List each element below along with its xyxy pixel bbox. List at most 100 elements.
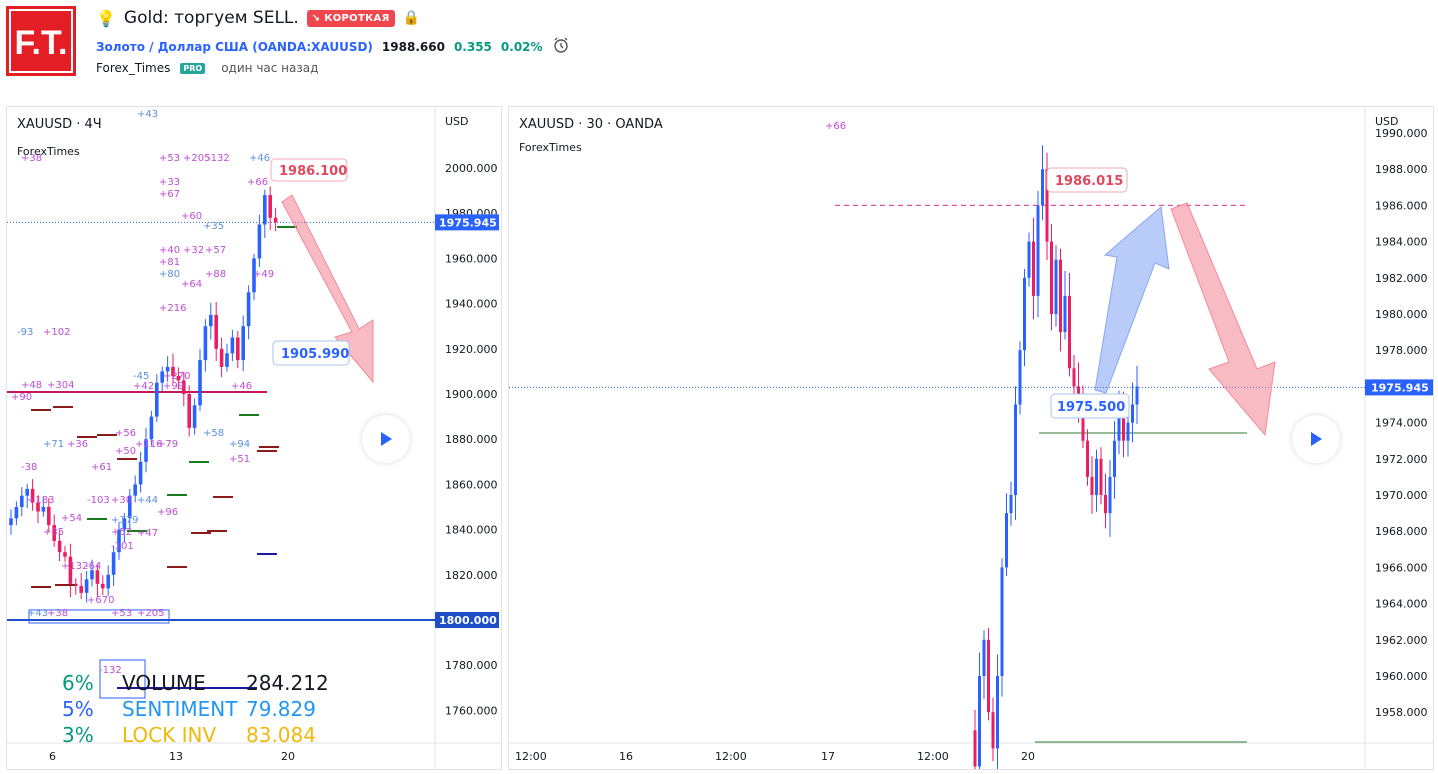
- right-chart-panel[interactable]: 1990.000 1988.000 1986.000 1984.000 1982.000…: [508, 106, 1434, 770]
- stat-label: VOLUME: [122, 671, 206, 695]
- callout-high-box: [270, 158, 348, 182]
- x-tick-label: 16: [619, 750, 633, 763]
- trade-annotation: +33: [159, 177, 180, 188]
- pro-badge: PRO: [180, 62, 206, 74]
- bullish-candle: [982, 639, 986, 676]
- bullish-candle: [246, 292, 251, 327]
- alarm-clock-icon[interactable]: [552, 37, 570, 56]
- bullish-candle: [1005, 513, 1008, 568]
- bearish-candle: [1050, 241, 1053, 314]
- bullish-candle: [1027, 241, 1031, 278]
- stat-label: LOCK INV: [122, 723, 217, 747]
- author-line: Forex_Times PRO один час назад: [96, 61, 318, 75]
- bearish-candle: [47, 507, 51, 526]
- bullish-candle: [155, 382, 159, 417]
- trade-annotation: +96: [157, 507, 178, 518]
- callout-high-box: [1046, 167, 1128, 193]
- bullish-candle: [106, 574, 110, 589]
- bearish-candle: [171, 366, 175, 376]
- x-tick-label: 12:00: [515, 750, 547, 763]
- play-button-right[interactable]: [1292, 415, 1340, 463]
- stat-value: 83.084: [246, 723, 316, 747]
- trade-annotation: +94: [229, 439, 250, 450]
- bullish-candle: [41, 507, 46, 512]
- y-tick-label: 1820.000: [445, 569, 498, 582]
- bullish-candle: [20, 495, 24, 507]
- bearish-candle: [52, 525, 56, 541]
- trade-annotation: -132: [99, 665, 122, 676]
- left-chart-panel[interactable]: 2000.000 1980.000 1960.000 1940.000 1920.000…: [6, 106, 502, 770]
- trade-annotation: +52: [111, 527, 132, 538]
- right-chart-canvas[interactable]: 1990.000 1988.000 1986.000 1984.000 1982.000…: [509, 107, 1433, 769]
- bearish-candle: [1081, 404, 1085, 441]
- box-zone: [99, 659, 146, 699]
- trade-annotation: +58: [203, 428, 224, 439]
- y-tick-label: 1990.000: [1375, 127, 1428, 140]
- x-tick-label: 17: [821, 750, 835, 763]
- bullish-candle: [1063, 295, 1067, 333]
- brand-logo[interactable]: F.T.: [6, 6, 76, 76]
- last-price-text: 1975.945: [1371, 381, 1429, 394]
- trade-annotation: +49: [253, 269, 274, 280]
- trade-annotation: +51: [229, 454, 250, 465]
- ft-logo-icon: F.T.: [9, 9, 73, 73]
- left-chart-subtitle: ForexTimes: [17, 145, 80, 158]
- right-chart-subtitle: ForexTimes: [519, 141, 582, 154]
- bearish-candle: [1122, 404, 1125, 441]
- bullish-candle: [1009, 495, 1013, 514]
- play-button-left[interactable]: [362, 415, 410, 463]
- y-tick-label: 1972.000: [1375, 453, 1428, 466]
- bearish-candle: [30, 488, 35, 503]
- y-tick-label: 1780.000: [445, 659, 498, 672]
- y-tick-label: 1988.000: [1375, 163, 1428, 176]
- sell-arrow: [1170, 202, 1276, 437]
- y-tick-label: 1958.000: [1375, 706, 1428, 719]
- trade-annotation: +40: [159, 245, 180, 256]
- trade-annotation: +66: [247, 177, 268, 188]
- bullish-candle: [9, 518, 13, 526]
- y-tick-label: 1960.000: [1375, 670, 1428, 683]
- bearish-candle: [214, 314, 218, 349]
- bullish-candle: [144, 439, 148, 462]
- x-tick-label: 6: [49, 750, 56, 763]
- trade-annotation: +53: [111, 608, 132, 619]
- bullish-candle: [122, 518, 127, 530]
- trade-annotation: +38: [47, 608, 68, 619]
- author-name[interactable]: Forex_Times: [96, 61, 171, 75]
- bullish-candle: [25, 488, 29, 496]
- bullish-candle: [1014, 404, 1017, 495]
- trade-annotation: -101: [111, 541, 134, 552]
- trade-annotation: +205: [137, 608, 164, 619]
- trade-annotation: +46: [249, 153, 270, 164]
- left-chart-canvas[interactable]: 2000.0001980.0001960.0001940.0001920.000…: [7, 107, 501, 769]
- trade-annotation: +44: [137, 495, 158, 506]
- x-tick-label: 20: [1021, 750, 1035, 763]
- y-tick-label: 1984.000: [1375, 236, 1428, 249]
- trade-annotation: -64: [85, 561, 101, 572]
- trade-annotation: +42: [133, 381, 154, 392]
- y-tick-label: 1860.000: [445, 478, 498, 491]
- stat-value: 79.829: [246, 697, 316, 721]
- short-badge: ↘ КОРОТКАЯ: [306, 9, 395, 27]
- symbol-link[interactable]: Золото / Доллар США (OANDA:XAUUSD): [96, 39, 373, 54]
- trade-annotation: +60: [181, 211, 202, 222]
- bullish-candle: [252, 258, 256, 293]
- bullish-candle: [128, 495, 132, 519]
- bullish-candle: [14, 507, 19, 519]
- publish-time: один час назад: [221, 61, 319, 75]
- trade-annotation: +99: [163, 381, 184, 392]
- bearish-candle: [36, 502, 40, 512]
- bearish-candle: [1086, 440, 1089, 477]
- trade-annotation: +67: [159, 189, 180, 200]
- callout-mid-text: 1975.500: [1057, 400, 1125, 415]
- bullish-candle: [1041, 169, 1044, 206]
- stat-label: SENTIMENT: [122, 697, 238, 721]
- bullish-candle: [117, 529, 121, 553]
- symbol-price: 1988.660: [381, 39, 445, 54]
- trade-annotation: +35: [43, 527, 64, 538]
- trade-annotation: +38: [21, 153, 42, 164]
- bullish-candle: [198, 360, 202, 406]
- left-chart-title: XAUUSD · 4Ч: [17, 117, 102, 132]
- bearish-candle: [57, 540, 62, 553]
- stat-row-sentiment: 5% SENTIMENT 79.829: [62, 696, 329, 722]
